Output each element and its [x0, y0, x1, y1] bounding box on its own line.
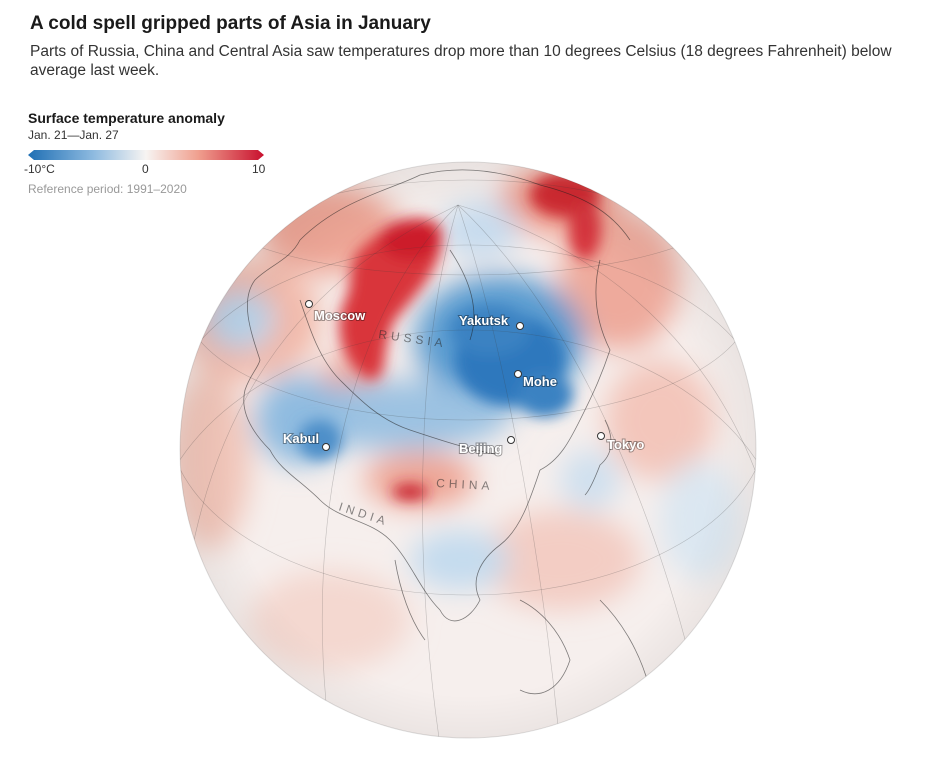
legend-tick-min: -10°C: [24, 162, 55, 176]
legend-ticks: -10°C 0 10: [24, 160, 268, 176]
legend-reference-period: Reference period: 1991–2020: [28, 182, 187, 196]
legend-tick-zero: 0: [142, 162, 149, 176]
city-marker-kabul[interactable]: Kabul: [282, 430, 330, 451]
city-label-yakutsk: Yakutsk: [459, 313, 509, 328]
headline: A cold spell gripped parts of Asia in Ja…: [30, 13, 431, 34]
city-marker-yakutsk[interactable]: Yakutsk: [458, 312, 524, 330]
city-label-moscow: Moscow: [314, 308, 366, 323]
city-marker-beijing[interactable]: Beijing: [458, 436, 515, 457]
legend-title: Surface temperature anomaly: [28, 110, 225, 126]
legend-dates: Jan. 21—Jan. 27: [28, 128, 119, 142]
legend: Surface temperature anomaly Jan. 21—Jan.…: [24, 110, 278, 196]
city-marker-moscow[interactable]: Moscow: [305, 300, 367, 324]
city-label-kabul: Kabul: [283, 431, 319, 446]
city-marker-mohe[interactable]: Mohe: [514, 370, 558, 390]
city-label-beijing: Beijing: [459, 441, 502, 456]
city-label-mohe: Mohe: [523, 374, 557, 389]
subheadline: Parts of Russia, China and Central Asia …: [30, 43, 892, 79]
country-label-china: CHINA: [436, 476, 494, 493]
legend-tick-max: 10: [252, 162, 266, 176]
legend-color-ramp: [28, 150, 264, 160]
city-marker-tokyo[interactable]: Tokyo: [597, 432, 645, 453]
city-label-tokyo: Tokyo: [607, 437, 644, 452]
